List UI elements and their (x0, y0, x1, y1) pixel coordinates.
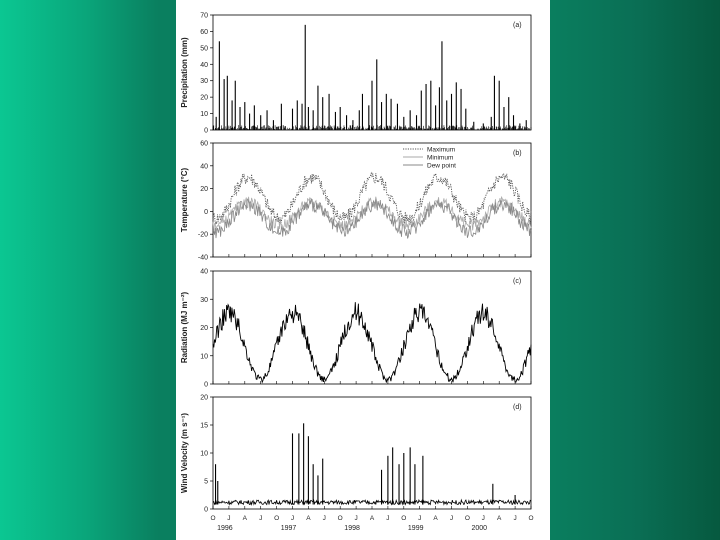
x-month-label: A (370, 515, 375, 522)
panel-label: (c) (513, 278, 521, 285)
y-axis-label: Wind Velocity (m s⁻¹) (180, 413, 189, 493)
y-tick-label: 10 (200, 451, 208, 458)
y-tick-label: -20 (198, 232, 208, 239)
panel-label: (b) (513, 150, 522, 157)
x-month-label: A (497, 515, 502, 522)
y-tick-label: 30 (200, 297, 208, 304)
y-tick-label: 40 (200, 62, 208, 69)
radiation-series (212, 302, 532, 384)
y-tick-label: 40 (200, 163, 208, 170)
x-month-label: A (306, 515, 311, 522)
x-year-label: 1997 (281, 525, 297, 532)
chart-panel-3: 0 10 20 30 40 Radiation (MJ m⁻²) (c) (180, 269, 532, 389)
panel-label: (d) (513, 404, 522, 411)
y-tick-label: 20 (200, 325, 208, 332)
chart-panel-1: 0 10 20 30 40 50 60 70 Precipitation (mm) (a) (180, 13, 532, 135)
plot-frame (212, 396, 532, 510)
x-month-label: J (323, 515, 326, 522)
x-month-label: J (450, 515, 453, 522)
x-month-label: J (227, 515, 230, 522)
x-year-label: 1998 (344, 525, 360, 532)
legend-label: Maximum (427, 147, 455, 154)
y-tick-label: 40 (200, 269, 208, 276)
y-tick-label: 60 (200, 29, 208, 36)
y-tick-label: 15 (200, 423, 208, 430)
x-year-label: 1999 (408, 525, 424, 532)
temp-series-3 (212, 198, 532, 239)
plot-frame (212, 270, 532, 385)
y-axis-label: Temperature (°C) (180, 167, 189, 232)
x-month-label: J (482, 515, 485, 522)
legend-label: Dew point (427, 163, 456, 170)
x-month-label: O (401, 515, 406, 522)
y-tick-label: 0 (204, 209, 208, 216)
y-tick-label: 60 (200, 141, 208, 148)
y-tick-label: 5 (204, 479, 208, 486)
wind-series (212, 498, 532, 507)
x-month-label: O (465, 515, 470, 522)
y-tick-label: 70 (200, 13, 208, 20)
x-month-label: J (291, 515, 294, 522)
x-month-label: J (354, 515, 357, 522)
x-month-label: J (513, 515, 516, 522)
x-year-label: 1996 (217, 525, 233, 532)
x-month-label: O (338, 515, 343, 522)
x-month-label: J (259, 515, 262, 522)
slide-panel: 0 10 20 30 40 50 60 70 Precipitation (mm) (a) -40-… (176, 0, 550, 540)
panel-label: (a) (513, 22, 522, 29)
x-month-label: J (418, 515, 421, 522)
y-tick-label: 30 (200, 78, 208, 85)
y-axis-label: Radiation (MJ m⁻²) (180, 292, 189, 364)
chart-panel-4: 0 5 10 15 20 Wind Velocity (m s⁻¹) (d) O J A J O J A J… (180, 395, 534, 533)
y-tick-label: 10 (200, 353, 208, 360)
x-month-label: O (528, 515, 533, 522)
temp-series-1 (212, 171, 532, 225)
x-month-label: A (243, 515, 248, 522)
y-axis-label: Precipitation (mm) (180, 37, 189, 108)
y-tick-label: 20 (200, 95, 208, 102)
x-month-label: J (386, 515, 389, 522)
y-tick-label: 0 (204, 382, 208, 389)
y-tick-label: 0 (204, 507, 208, 514)
y-tick-label: -40 (198, 255, 208, 262)
legend-label: Minimum (427, 155, 453, 162)
y-tick-label: 0 (204, 128, 208, 135)
y-tick-label: 20 (200, 395, 208, 402)
chart-panel-2: -40 -20 0 20 40 60 Temperature (°C) (b) MaximumM… (180, 141, 532, 262)
y-tick-label: 50 (200, 45, 208, 52)
y-tick-label: 20 (200, 186, 208, 193)
y-tick-label: 10 (200, 111, 208, 118)
x-month-label: O (274, 515, 279, 522)
plot-frame (212, 142, 532, 258)
x-month-label: A (433, 515, 438, 522)
x-month-label: O (210, 515, 215, 522)
x-year-label: 2000 (472, 525, 488, 532)
